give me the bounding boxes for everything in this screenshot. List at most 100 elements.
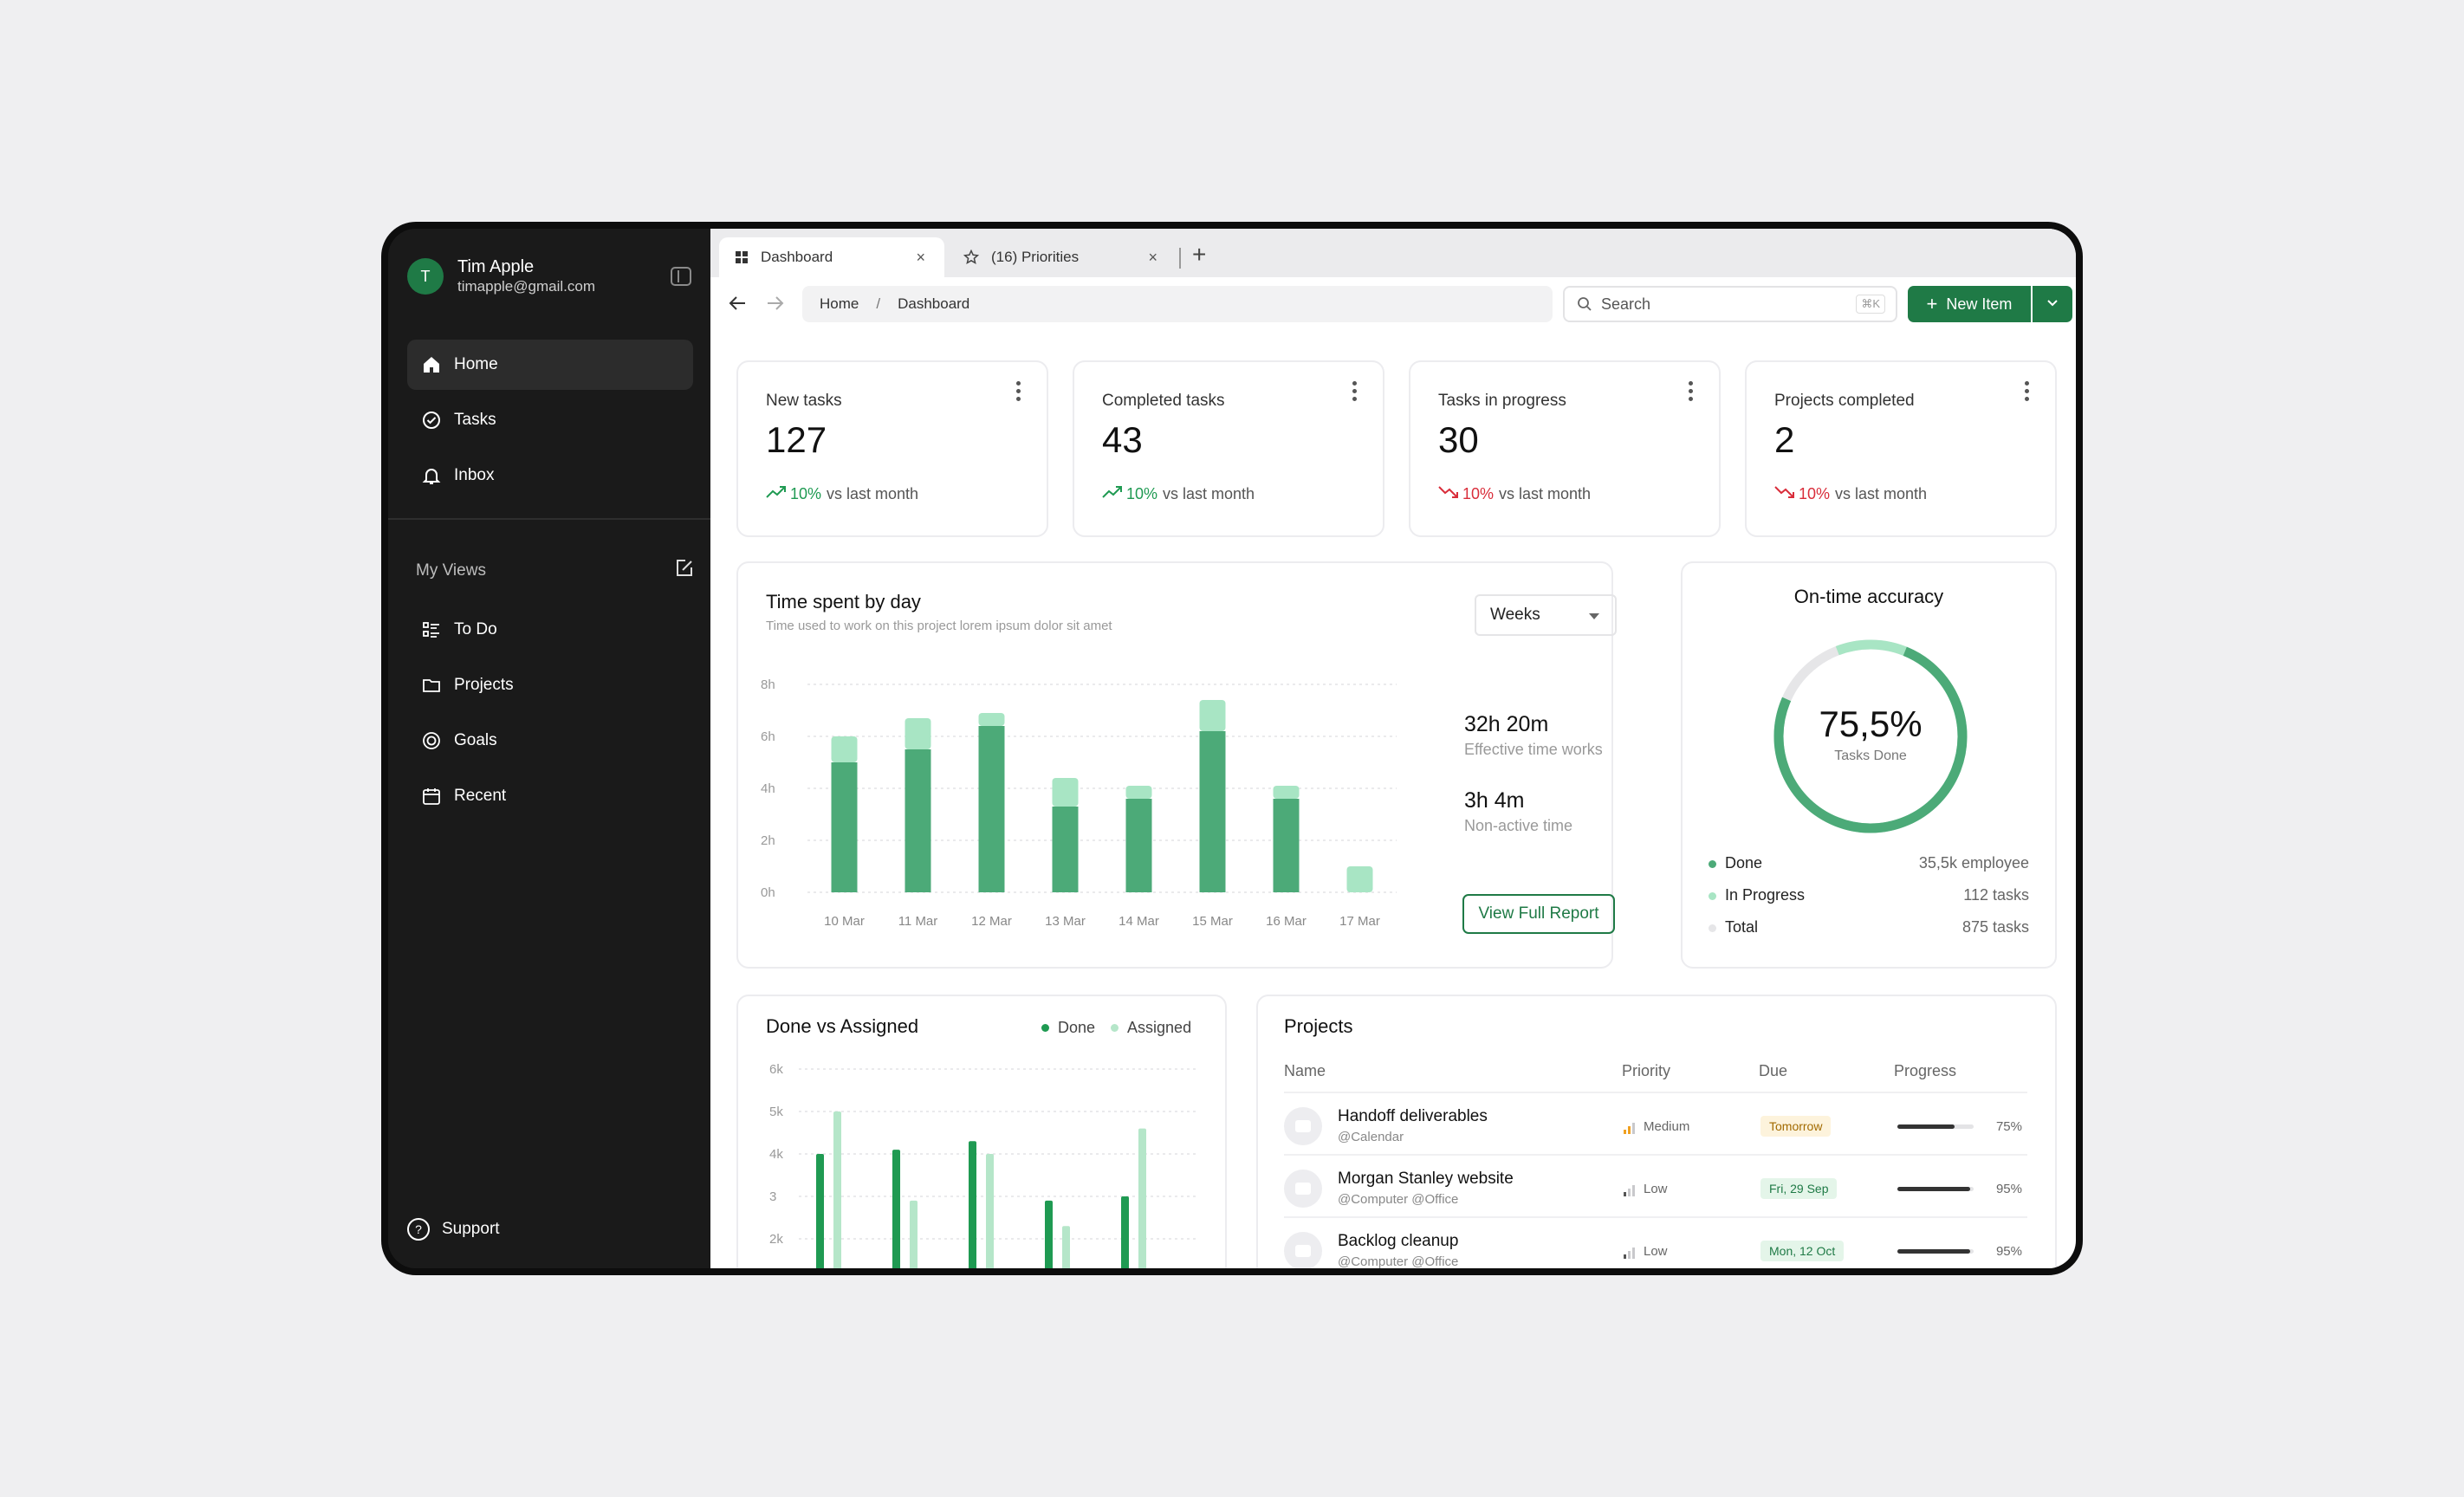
stat-value: 43 (1102, 419, 1143, 460)
stat-card-projects-completed: Projects completed 2 10% vs last month (1745, 360, 2057, 537)
y-tick-label: 6h (761, 729, 775, 744)
bar (892, 1150, 900, 1268)
period-value: Weeks (1490, 606, 1540, 624)
sidebar-item-todo[interactable]: To Do (407, 605, 693, 655)
more-icon[interactable] (1015, 381, 1021, 405)
stat-value: 2 (1774, 419, 1795, 460)
close-icon[interactable]: × (916, 248, 925, 266)
sidebar-item-label: Tasks (454, 411, 496, 429)
project-name: Handoff deliverables (1338, 1107, 1488, 1125)
device-frame: T Tim Apple timapple@gmail.com Home Task… (381, 222, 2083, 1275)
bar (816, 1154, 824, 1268)
table-row[interactable]: Handoff deliverables @Calendar Medium To… (1284, 1092, 2027, 1154)
accuracy-donut (1773, 639, 1968, 833)
edit-icon[interactable] (674, 558, 695, 584)
sidebar-item-goals[interactable]: Goals (407, 716, 693, 766)
project-tags: @Calendar (1338, 1130, 1404, 1144)
y-tick-label: 0h (761, 885, 775, 900)
close-icon[interactable]: × (1148, 248, 1157, 266)
stat-label: Tasks in progress (1438, 392, 1566, 410)
search-icon (1577, 296, 1592, 312)
add-tab-button[interactable]: + (1192, 241, 1207, 268)
effective-time-label: Effective time works (1464, 741, 1603, 758)
effective-time: 32h 20m Effective time works (1464, 712, 1603, 759)
legend-label: Done (1058, 1019, 1096, 1036)
sidebar-item-recent[interactable]: Recent (407, 771, 693, 821)
sidebar: T Tim Apple timapple@gmail.com Home Task… (388, 229, 710, 1268)
bar (969, 1141, 976, 1268)
table-row[interactable]: Backlog cleanup @Computer @Office Low Mo… (1284, 1216, 2027, 1268)
bar (1045, 1200, 1053, 1268)
bar (910, 1200, 918, 1268)
bar (1273, 799, 1300, 892)
nonactive-time-label: Non-active time (1464, 817, 1573, 834)
sidebar-item-tasks[interactable]: Tasks (407, 395, 693, 445)
user-email: timapple@gmail.com (457, 278, 595, 295)
toolbar: Home / Dashboard Search ⌘K + New Item (710, 277, 2076, 329)
bar (1273, 786, 1300, 799)
bar (1121, 1196, 1129, 1268)
search-input[interactable]: Search ⌘K (1563, 286, 1897, 322)
time-spent-subtitle: Time used to work on this project lorem … (766, 619, 1112, 633)
my-views-nav: To Do Projects Goals Recent (407, 605, 693, 826)
tab-priorities[interactable]: (16) Priorities × (948, 237, 1177, 277)
y-tick-label: 3 (769, 1189, 776, 1204)
y-tick-label: 2h (761, 833, 775, 848)
bar (978, 713, 1005, 726)
time-spent-chart: 0h 2h 4h 6h 8h 10 Mar 11 Mar 12 Mar 13 Mar 14 Mar… (761, 677, 1397, 929)
accuracy-card: On-time accuracy 75,5% Tasks Done Done 3… (1681, 561, 2057, 969)
tab-dashboard[interactable]: Dashboard × (719, 237, 944, 277)
new-item-dropdown[interactable] (2033, 286, 2072, 322)
view-full-report-button[interactable]: View Full Report (1462, 894, 1615, 934)
more-icon[interactable] (2024, 381, 2029, 405)
stat-label: New tasks (766, 392, 842, 410)
forward-arrow-icon[interactable] (764, 293, 785, 320)
my-views-header: My Views (416, 558, 695, 584)
priority-bars-icon (1624, 1123, 1637, 1134)
sidebar-item-home[interactable]: Home (407, 340, 693, 390)
legend-dot (1041, 1024, 1049, 1032)
sidebar-item-inbox[interactable]: Inbox (407, 450, 693, 501)
accuracy-label: Tasks Done (1834, 748, 1907, 763)
sidebar-item-label: To Do (454, 620, 497, 638)
breadcrumb-home[interactable]: Home (820, 295, 859, 312)
back-arrow-icon[interactable] (728, 293, 749, 320)
trend-up-icon (1102, 485, 1123, 503)
legend-value: 35,5k employee (1918, 854, 2029, 872)
support-link[interactable]: ? Support (407, 1218, 500, 1241)
progress-value: 75% (1995, 1119, 2022, 1134)
sidebar-toggle-icon[interactable] (671, 267, 691, 286)
more-icon[interactable] (1352, 381, 1357, 405)
new-item-label: New Item (1946, 295, 2013, 313)
progress-fill (1897, 1187, 1970, 1191)
due-badge: Mon, 12 Oct (1760, 1241, 1845, 1261)
tab-label: Dashboard (761, 249, 833, 265)
legend-value: 112 tasks (1963, 886, 2029, 904)
sidebar-item-label: Projects (454, 676, 514, 694)
more-icon[interactable] (1688, 381, 1693, 405)
chevron-down-icon (2046, 296, 2059, 312)
x-tick-label: 14 Mar (1119, 914, 1159, 929)
bar (1052, 778, 1079, 807)
table-row[interactable]: Morgan Stanley website @Computer @Office… (1284, 1154, 2027, 1216)
stat-card-completed-tasks: Completed tasks 43 10% vs last month (1073, 360, 1384, 537)
progress-bar (1897, 1187, 1974, 1191)
sidebar-divider (388, 518, 710, 520)
user-profile[interactable]: T Tim Apple timapple@gmail.com (407, 256, 595, 296)
breadcrumb-current[interactable]: Dashboard (898, 295, 970, 312)
period-select[interactable]: Weeks (1475, 594, 1617, 636)
check-circle-icon (421, 410, 442, 431)
y-tick-label: 4h (761, 781, 775, 796)
new-item-button[interactable]: + New Item (1908, 286, 2031, 322)
done-assigned-legend: Done Assigned (1041, 1019, 1191, 1037)
sidebar-item-label: Inbox (454, 466, 495, 484)
tab-label: (16) Priorities (991, 249, 1080, 265)
time-spent-title: Time spent by day (766, 591, 921, 612)
legend-dot (1709, 891, 1716, 900)
main-content: Dashboard × (16) Priorities × + Home (710, 229, 2076, 1268)
bar (833, 1111, 841, 1268)
time-spent-card: Time spent by day Time used to work on t… (736, 561, 1617, 969)
projects-card: Projects Name Priority Due Progress Hand… (1256, 995, 2057, 1268)
y-tick-label: 5k (769, 1105, 783, 1119)
sidebar-item-projects[interactable]: Projects (407, 660, 693, 710)
